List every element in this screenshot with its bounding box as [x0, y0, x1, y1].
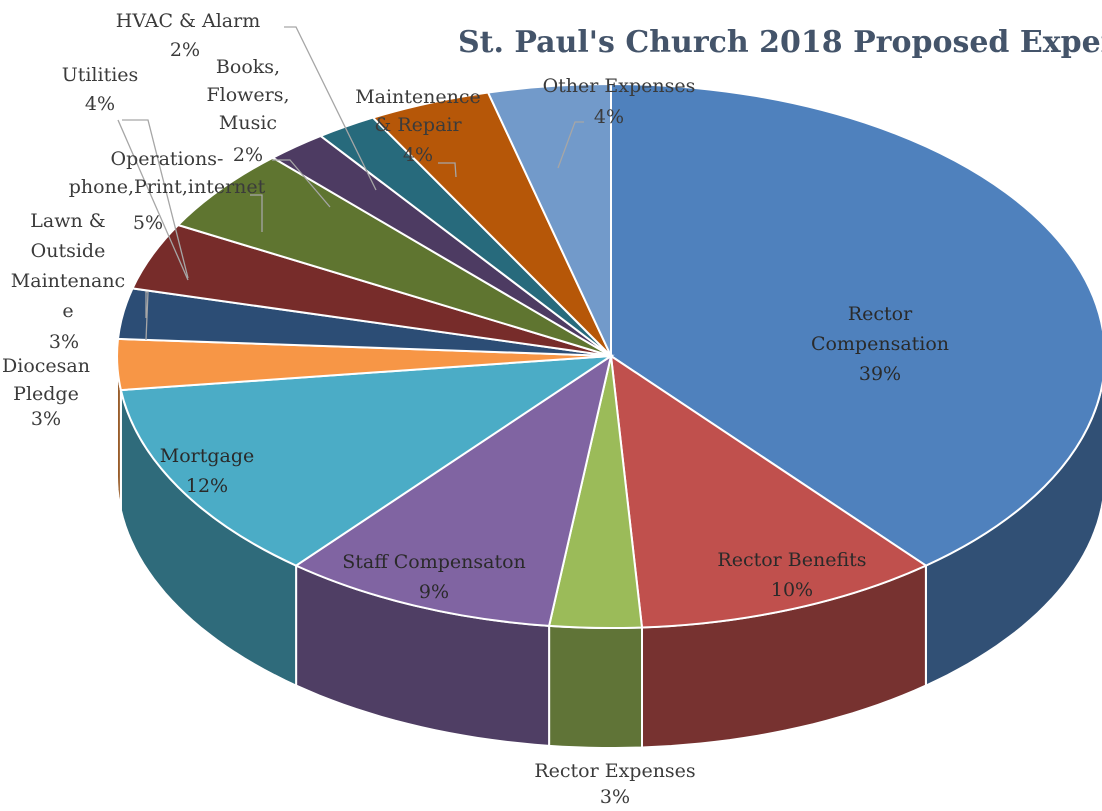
slice-value-label: 3%	[31, 408, 61, 430]
leader-line	[557, 121, 584, 169]
slice-value-label: 39%	[859, 363, 901, 385]
slice-value-label: 4%	[594, 106, 624, 128]
chart-title: St. Paul's Church 2018 Proposed Expenses	[458, 25, 1102, 60]
slice-value-label: 2%	[233, 144, 263, 166]
slice-label: Mortgage	[160, 445, 255, 467]
slice-value-label: 4%	[85, 93, 115, 115]
slice-label: Diocesan Pledge	[2, 355, 90, 405]
slice-label: Staff Compensaton	[342, 551, 526, 573]
slice-value-label: 10%	[771, 579, 813, 601]
slice-label: Rector Compensation	[811, 303, 949, 355]
leader-line	[117, 119, 189, 281]
slice-value-label: 5%	[133, 212, 163, 234]
pie-slice	[176, 156, 612, 357]
slice-label: Rector Expenses	[534, 760, 695, 782]
pie-slice	[294, 353, 613, 627]
slice-value-label: 3%	[600, 786, 630, 808]
pie-slice-side	[548, 624, 643, 749]
leader-line	[122, 119, 189, 279]
slice-value-label: 4%	[403, 144, 433, 166]
leader-line	[272, 159, 331, 208]
slice-label: Other Expenses	[543, 75, 696, 97]
leader-line	[250, 194, 263, 232]
slice-value-label: 9%	[419, 581, 449, 603]
slice-label: Lawn & Outside Maintenanc e	[11, 210, 125, 322]
slice-value-label: 12%	[186, 475, 228, 497]
slice-label: Rector Benefits	[717, 549, 866, 571]
slice-value-label: 2%	[170, 39, 200, 61]
leader-line	[438, 162, 457, 178]
slice-label: Operations-phone,Print,internet	[69, 148, 266, 198]
pie-slice	[610, 82, 1102, 567]
slice-label: Maintenence & Repair	[355, 86, 481, 136]
leader-line	[145, 291, 149, 341]
leader-line	[284, 26, 377, 191]
slice-label: Books, Flowers, Music	[206, 56, 289, 134]
pie-slice	[486, 82, 612, 357]
slice-label: Utilities	[62, 64, 139, 86]
pie-slice	[119, 354, 615, 567]
slice-value-label: 3%	[49, 331, 79, 353]
pie-slice	[609, 353, 928, 629]
slice-label: HVAC & Alarm	[116, 10, 260, 32]
